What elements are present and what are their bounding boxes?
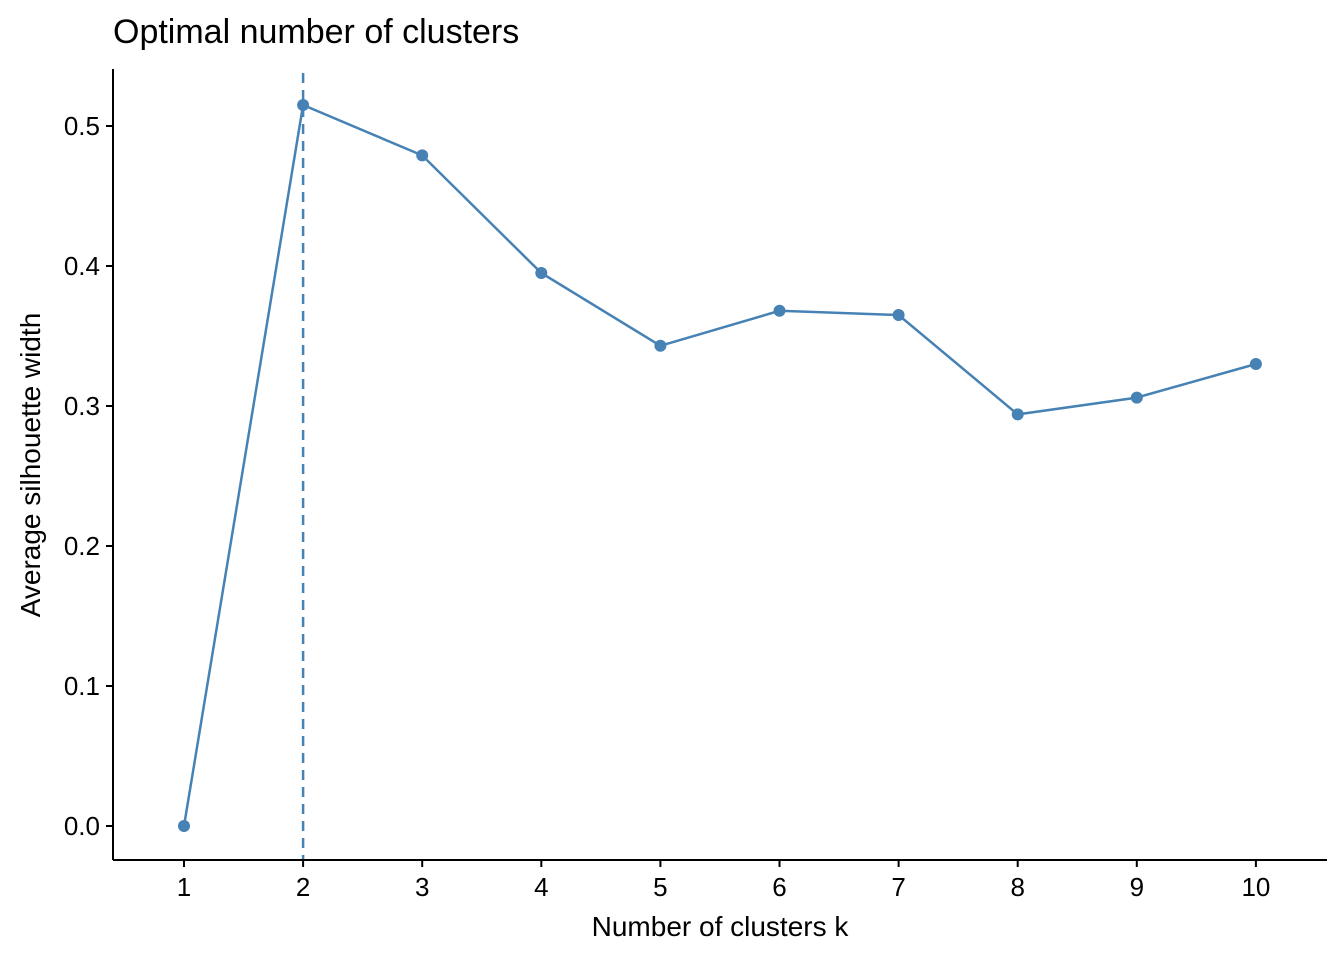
x-tick-label: 10 [1241,872,1270,902]
data-point [535,267,548,279]
data-point [178,820,190,832]
data-point [297,99,310,111]
y-tick-label: 0.4 [64,251,100,281]
x-tick-label: 2 [296,872,310,902]
y-tick-label: 0.1 [64,671,100,701]
x-tick-label: 5 [653,872,667,902]
x-tick-label: 7 [891,872,905,902]
y-tick-label: 0.5 [64,111,100,141]
x-axis-ticks: 1 2 3 4 5 6 7 8 9 10 [177,860,1270,902]
data-point [1011,408,1024,421]
data-point [1249,358,1262,370]
y-tick-label: 0.0 [64,811,100,841]
y-tick-label: 0.2 [64,531,100,561]
x-tick-label: 8 [1010,872,1024,902]
data-point [1130,391,1143,404]
x-tick-label: 1 [177,872,191,902]
x-tick-label: 9 [1130,872,1144,902]
x-tick-label: 4 [534,872,548,902]
data-point [416,149,429,162]
chart-title: Optimal number of clusters [113,13,519,51]
data-point [892,309,905,321]
series-line [182,103,1257,827]
plot-area [178,73,1262,860]
x-tick-label: 3 [415,872,429,902]
y-tick-label: 0.3 [64,391,100,421]
x-tick-label: 6 [772,872,786,902]
data-point [654,339,667,352]
data-point [773,304,786,317]
y-axis-title: Average silhouette width [15,313,46,618]
x-axis-title: Number of clusters k [592,911,850,942]
y-axis-ticks: 0.0 0.1 0.2 0.3 0.4 0.5 [64,111,113,841]
